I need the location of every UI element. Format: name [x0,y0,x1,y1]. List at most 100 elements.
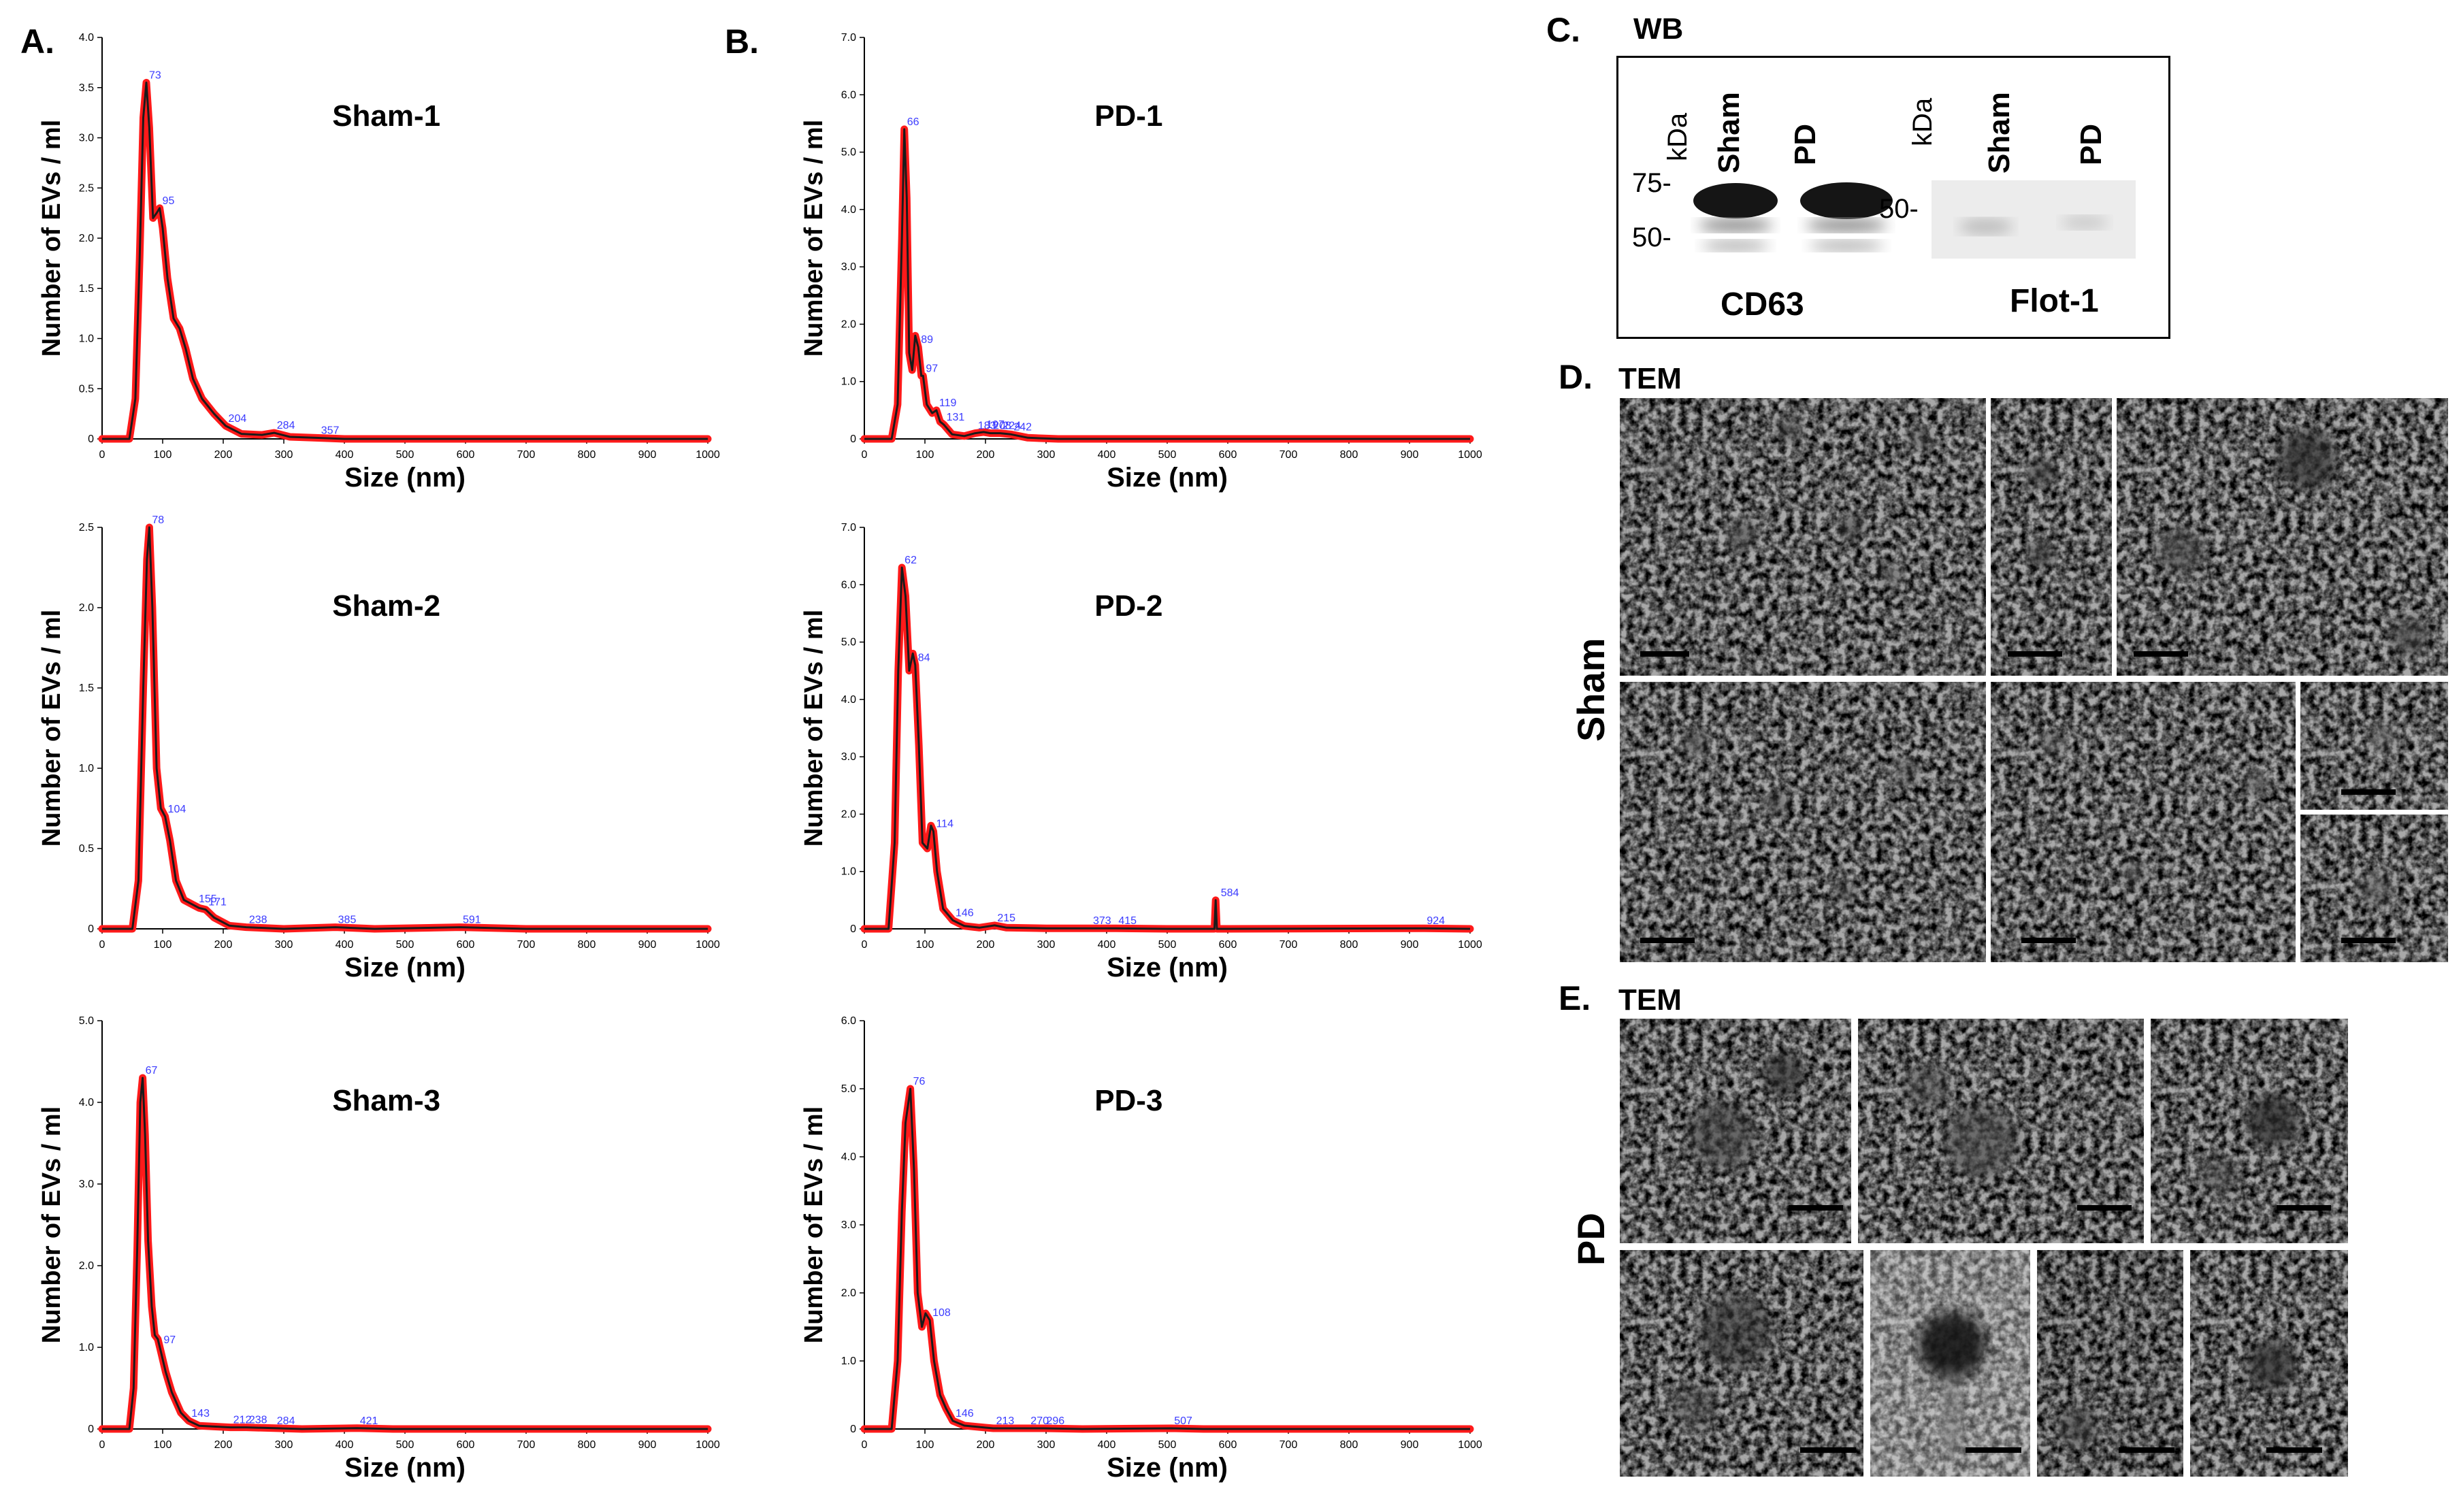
peak-label: 89 [921,334,933,346]
y-tick-label: 3.0 [79,133,94,144]
x-tick-label: 100 [916,449,934,461]
peak-label: 215 [997,913,1015,924]
peak-label: 146 [956,907,974,919]
peak-label: 584 [1221,887,1239,899]
y-tick-label: 3.0 [841,261,856,273]
x-tick-label: 0 [862,939,868,951]
peak-label: 119 [939,397,957,409]
peak-label: 66 [907,116,919,128]
peak-label: 197 [986,419,1005,431]
tem-title-pd: TEM [1618,983,1682,1017]
y-tick-label: 1.5 [79,683,94,694]
y-tick-label: 2.0 [79,233,94,244]
x-tick-label: 500 [396,449,414,461]
y-tick-label: 0.5 [79,383,94,395]
y-tick-label: 1.0 [79,763,94,774]
panel-letter-c: C. [1546,11,1580,49]
y-tick-label: 1.0 [841,866,856,878]
y-tick-label: 0 [88,923,94,935]
peak-label: 591 [463,915,481,926]
y-tick-label: 4.0 [79,1097,94,1108]
x-tick-label: 200 [214,1439,233,1451]
peak-label: 213 [996,1415,1015,1427]
x-tick-label: 800 [1340,1439,1358,1451]
x-tick-label: 400 [1098,1439,1116,1451]
x-axis-label: Size (nm) [1107,463,1228,493]
chart-title: Sham-1 [332,99,440,133]
peak-label: 204 [229,413,247,425]
series-mean-line [102,1077,708,1430]
y-tick-label: 3.5 [79,82,94,94]
x-axis-label: Size (nm) [344,1453,466,1483]
y-tick-label: 6.0 [841,579,856,591]
peak-label: 143 [191,1408,210,1419]
peak-label: 78 [152,514,164,526]
peak-label: 421 [360,1415,378,1427]
x-tick-label: 400 [1098,449,1116,461]
y-tick-label: 4.0 [841,204,856,216]
x-tick-label: 900 [638,1439,657,1451]
y-tick-label: 5.0 [79,1015,94,1027]
x-tick-label: 1000 [1458,939,1482,951]
peak-label: 238 [249,1415,267,1426]
y-tick-label: 2.0 [79,602,94,614]
x-tick-label: 200 [977,449,995,461]
x-tick-label: 300 [275,939,293,951]
peak-label: 62 [904,555,917,566]
peak-label: 415 [1118,915,1137,927]
x-tick-label: 0 [862,1439,868,1451]
peak-label: 224 [1003,421,1021,432]
peak-label: 212 [233,1415,252,1426]
tem-image-sham-6 [2300,682,2448,810]
nta-chart-pd-1: 0 100 200 300 400 500 600 700 800 900 1000 0 1.0 2.0 3… [800,32,1482,493]
wb-title: WB [1633,12,1684,46]
nta-chart-sham-2: 0 100 200 300 400 500 600 700 800 900 1000 0 0.5 1.0 1… [37,514,720,983]
peak-label: 296 [1046,1415,1064,1427]
x-tick-label: 500 [396,1439,414,1451]
tem-image-sham-7 [2300,815,2448,962]
wb-blot-flot1 [1932,180,2136,259]
peak-label: 97 [926,363,938,374]
tem-side-label-pd: PD [1569,1213,1612,1266]
peak-label: 95 [163,195,175,207]
x-tick-label: 600 [1219,1439,1237,1451]
peak-label: 67 [146,1065,158,1077]
x-tick-label: 400 [336,1439,354,1451]
peak-label: 208 [993,421,1011,432]
series-error-band [98,523,712,933]
series-error-band [98,78,712,443]
x-tick-label: 100 [154,449,172,461]
y-tick-label: 2.0 [841,1287,856,1299]
chart-title: Sham-3 [332,1084,440,1117]
tem-image-pd-2 [1858,1019,2144,1243]
x-tick-label: 600 [1219,939,1237,951]
chart-title: PD-2 [1094,589,1162,623]
nta-chart-sham-1: 0 100 200 300 400 500 600 700 800 900 1000 0 0.5 1.0 1… [37,32,720,493]
y-tick-label: 0 [850,433,856,445]
x-tick-label: 500 [396,939,414,951]
y-axis-label: Number of EVs / ml [800,1106,828,1343]
panel-letter-e: E. [1559,979,1591,1017]
y-tick-label: 0.5 [79,843,94,855]
series-mean-line [864,566,1471,930]
y-tick-label: 1.0 [79,1342,94,1353]
wb-lane-sham-right: Sham [1983,92,2016,174]
panel-letter-a: A. [20,22,54,61]
chart-title: Sham-2 [332,589,440,623]
tem-image-pd-7 [2190,1250,2348,1477]
x-tick-label: 300 [275,449,293,461]
wb-lane-sham-left: Sham [1712,92,1746,174]
tem-image-pd-4 [1620,1250,1863,1477]
wb-protein-cd63: CD63 [1721,286,1804,323]
x-tick-label: 900 [1401,939,1419,951]
wb-protein-flot1: Flot-1 [2010,283,2099,319]
x-tick-label: 900 [1401,1439,1419,1451]
x-tick-label: 300 [275,1439,293,1451]
y-tick-label: 7.0 [841,522,856,533]
x-tick-label: 700 [517,449,536,461]
x-tick-label: 700 [517,939,536,951]
y-tick-label: 1.5 [79,283,94,295]
wb-unit-left: kDa [1663,112,1693,161]
y-tick-label: 0 [88,1424,94,1435]
tem-image-sham-1 [1620,398,1986,676]
